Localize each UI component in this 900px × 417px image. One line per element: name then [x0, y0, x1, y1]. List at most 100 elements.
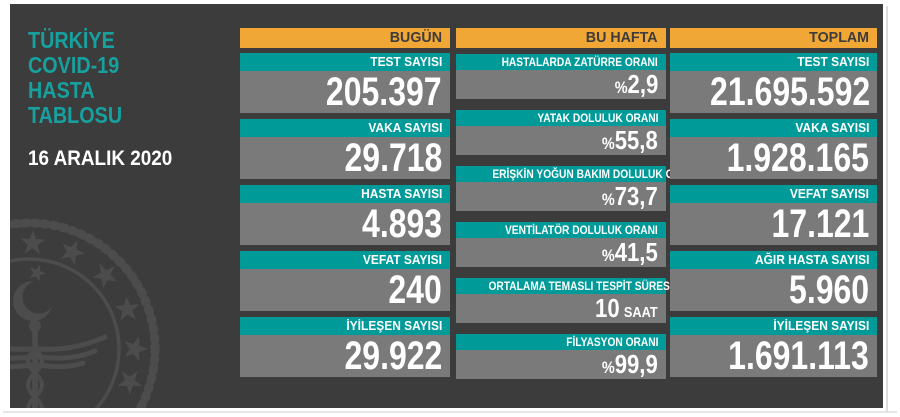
stat-label-bar: VAKA SAYISI [240, 119, 450, 137]
stat-value: 240 [388, 268, 442, 312]
stat-label: VAKA SAYISI [794, 120, 869, 135]
stat-value-bar: 21.695.592 [670, 71, 877, 113]
stat-value-bar: 1.691.113 [670, 335, 877, 377]
stat-value: 4.893 [361, 202, 442, 246]
title-line-2: COVID-19 [28, 52, 120, 78]
ministry-of-health-emblem-watermark [10, 218, 160, 408]
stat-label: VAKA SAYISI [367, 120, 442, 135]
stat-value: 55,8 [614, 125, 658, 155]
stat-value: 2,9 [627, 69, 658, 99]
stat-label: VEFAT SAYISI [789, 186, 869, 201]
dashboard-panel: TÜRKİYE COVID-19 HASTA TABLOSU 16 ARALIK… [10, 4, 883, 408]
stat-label: İYİLEŞEN SAYISI [773, 318, 869, 333]
stat-label: TEST SAYISI [369, 54, 442, 69]
stat-box-bugun-hasta: HASTA SAYISI 4.893 [240, 185, 450, 245]
stat-value: 41,5 [614, 237, 658, 267]
stat-label: ERİŞKİN YOĞUN BAKIM DOLULUK ORANI [492, 167, 699, 181]
stat-label-bar: YATAK DOLULUK ORANI [456, 110, 666, 126]
stat-box-toplam-test: TEST SAYISI 21.695.592 [670, 53, 877, 113]
title-line-3: HASTA [28, 77, 95, 103]
stat-value: 21.695.592 [710, 70, 871, 114]
stat-value-bar: %55,8 [456, 126, 666, 155]
stat-label-bar: FİLYASYON ORANI [456, 334, 666, 350]
stat-value-bar: 10 SAAT [456, 294, 666, 323]
stat-value-prefix: % [602, 246, 615, 265]
title-line-4: TABLOSU [28, 102, 123, 128]
stat-value-bar: 4.893 [240, 203, 450, 245]
stat-box-bugun-vefat: VEFAT SAYISI 240 [240, 251, 450, 311]
stat-value: 1.691.113 [728, 334, 869, 378]
stat-value-bar: 205.397 [240, 71, 450, 113]
stat-label: TEST SAYISI [796, 54, 869, 69]
stat-box-toplam-vaka: VAKA SAYISI 1.928.165 [670, 119, 877, 179]
stat-value: 205.397 [326, 70, 442, 114]
column-header-bugun: BUGÜN [240, 28, 450, 48]
stat-value: 5.960 [788, 268, 869, 312]
stat-label: İYİLEŞEN SAYISI [346, 318, 442, 333]
stat-value-bar: 5.960 [670, 269, 877, 311]
stat-value: 99,9 [614, 349, 658, 379]
stat-label: AĞIR HASTA SAYISI [754, 252, 869, 267]
title-line-1: TÜRKİYE [28, 27, 115, 53]
stat-label-bar: HASTA SAYISI [240, 185, 450, 203]
page-title: TÜRKİYE COVID-19 HASTA TABLOSU [28, 28, 137, 128]
stat-box-filyasyon: FİLYASYON ORANI %99,9 [456, 334, 666, 379]
stat-value: 29.922 [344, 334, 442, 378]
stat-value-bar: 29.922 [240, 335, 450, 377]
stat-box-zaturre: HASTALARDA ZATÜRRE ORANI %2,9 [456, 54, 666, 99]
stat-label-bar: TEST SAYISI [240, 53, 450, 71]
stat-value-bar: %73,7 [456, 182, 666, 211]
stat-label-bar: İYİLEŞEN SAYISI [670, 317, 877, 335]
stat-value: 1.928.165 [726, 136, 869, 180]
report-date: 16 ARALIK 2020 [28, 147, 173, 170]
stat-value-bar: %2,9 [456, 70, 666, 99]
stat-value-prefix: % [602, 358, 615, 377]
page-edge-horizontal [3, 411, 897, 413]
column-toplam: TOPLAM TEST SAYISI 21.695.592 VAKA SAYIS… [670, 28, 877, 377]
page-edge-vertical [886, 6, 888, 411]
stat-label: ORTALAMA TEMASLI TESPİT SÜRESİ [488, 279, 673, 293]
column-header-toplam: TOPLAM [670, 28, 877, 48]
stat-value-prefix: % [614, 78, 628, 97]
column-bu-hafta: BU HAFTA HASTALARDA ZATÜRRE ORANI %2,9 Y… [456, 28, 698, 379]
stat-label-bar: İYİLEŞEN SAYISI [240, 317, 450, 335]
stat-value-prefix: % [602, 190, 615, 209]
stat-value: 29.718 [344, 136, 442, 180]
stat-box-bugun-vaka: VAKA SAYISI 29.718 [240, 119, 450, 179]
stat-box-toplam-agir-hasta: AĞIR HASTA SAYISI 5.960 [670, 251, 877, 311]
stat-label: VENTİLATÖR DOLULUK ORANI [505, 223, 658, 237]
column-bugun: BUGÜN TEST SAYISI 205.397 VAKA SAYISI 29… [240, 28, 450, 377]
stat-value: 10 [595, 293, 620, 323]
stat-label: HASTALARDA ZATÜRRE ORANI [501, 55, 658, 69]
stat-value-bar: 17.121 [670, 203, 877, 245]
stat-label-bar: VEFAT SAYISI [240, 251, 450, 269]
stat-label: HASTA SAYISI [360, 186, 442, 201]
stat-box-ventilator: VENTİLATÖR DOLULUK ORANI %41,5 [456, 222, 666, 267]
stat-value-bar: %41,5 [456, 238, 666, 267]
stat-label: YATAK DOLULUK ORANI [536, 111, 658, 125]
stat-label-bar: VEFAT SAYISI [670, 185, 877, 203]
stat-value-bar: 29.718 [240, 137, 450, 179]
stat-value: 17.121 [771, 202, 869, 246]
stat-label: FİLYASYON ORANI [565, 335, 658, 349]
stat-box-toplam-iyilesen: İYİLEŞEN SAYISI 1.691.113 [670, 317, 877, 377]
stat-label-bar: TEST SAYISI [670, 53, 877, 71]
stat-label-bar: AĞIR HASTA SAYISI [670, 251, 877, 269]
column-header-bu-hafta: BU HAFTA [456, 28, 666, 48]
stat-box-yogun-bakim: ERİŞKİN YOĞUN BAKIM DOLULUK ORANI %73,7 [456, 166, 698, 211]
stat-box-bugun-test: TEST SAYISI 205.397 [240, 53, 450, 113]
stat-label: VEFAT SAYISI [362, 252, 442, 267]
stat-value-bar: 240 [240, 269, 450, 311]
stat-value-prefix: % [602, 134, 615, 153]
stat-label-bar: ERİŞKİN YOĞUN BAKIM DOLULUK ORANI [456, 166, 698, 182]
stat-box-bugun-iyilesen: İYİLEŞEN SAYISI 29.922 [240, 317, 450, 377]
stat-label-bar: HASTALARDA ZATÜRRE ORANI [456, 54, 666, 70]
stat-value-bar: %99,9 [456, 350, 666, 379]
stat-box-toplam-vefat: VEFAT SAYISI 17.121 [670, 185, 877, 245]
stat-box-temasli-tespit: ORTALAMA TEMASLI TESPİT SÜRESİ 10 SAAT [456, 278, 673, 323]
stat-label-bar: VAKA SAYISI [670, 119, 877, 137]
stat-label-bar: VENTİLATÖR DOLULUK ORANI [456, 222, 666, 238]
stat-value-bar: 1.928.165 [670, 137, 877, 179]
stat-label-bar: ORTALAMA TEMASLI TESPİT SÜRESİ [456, 278, 673, 294]
